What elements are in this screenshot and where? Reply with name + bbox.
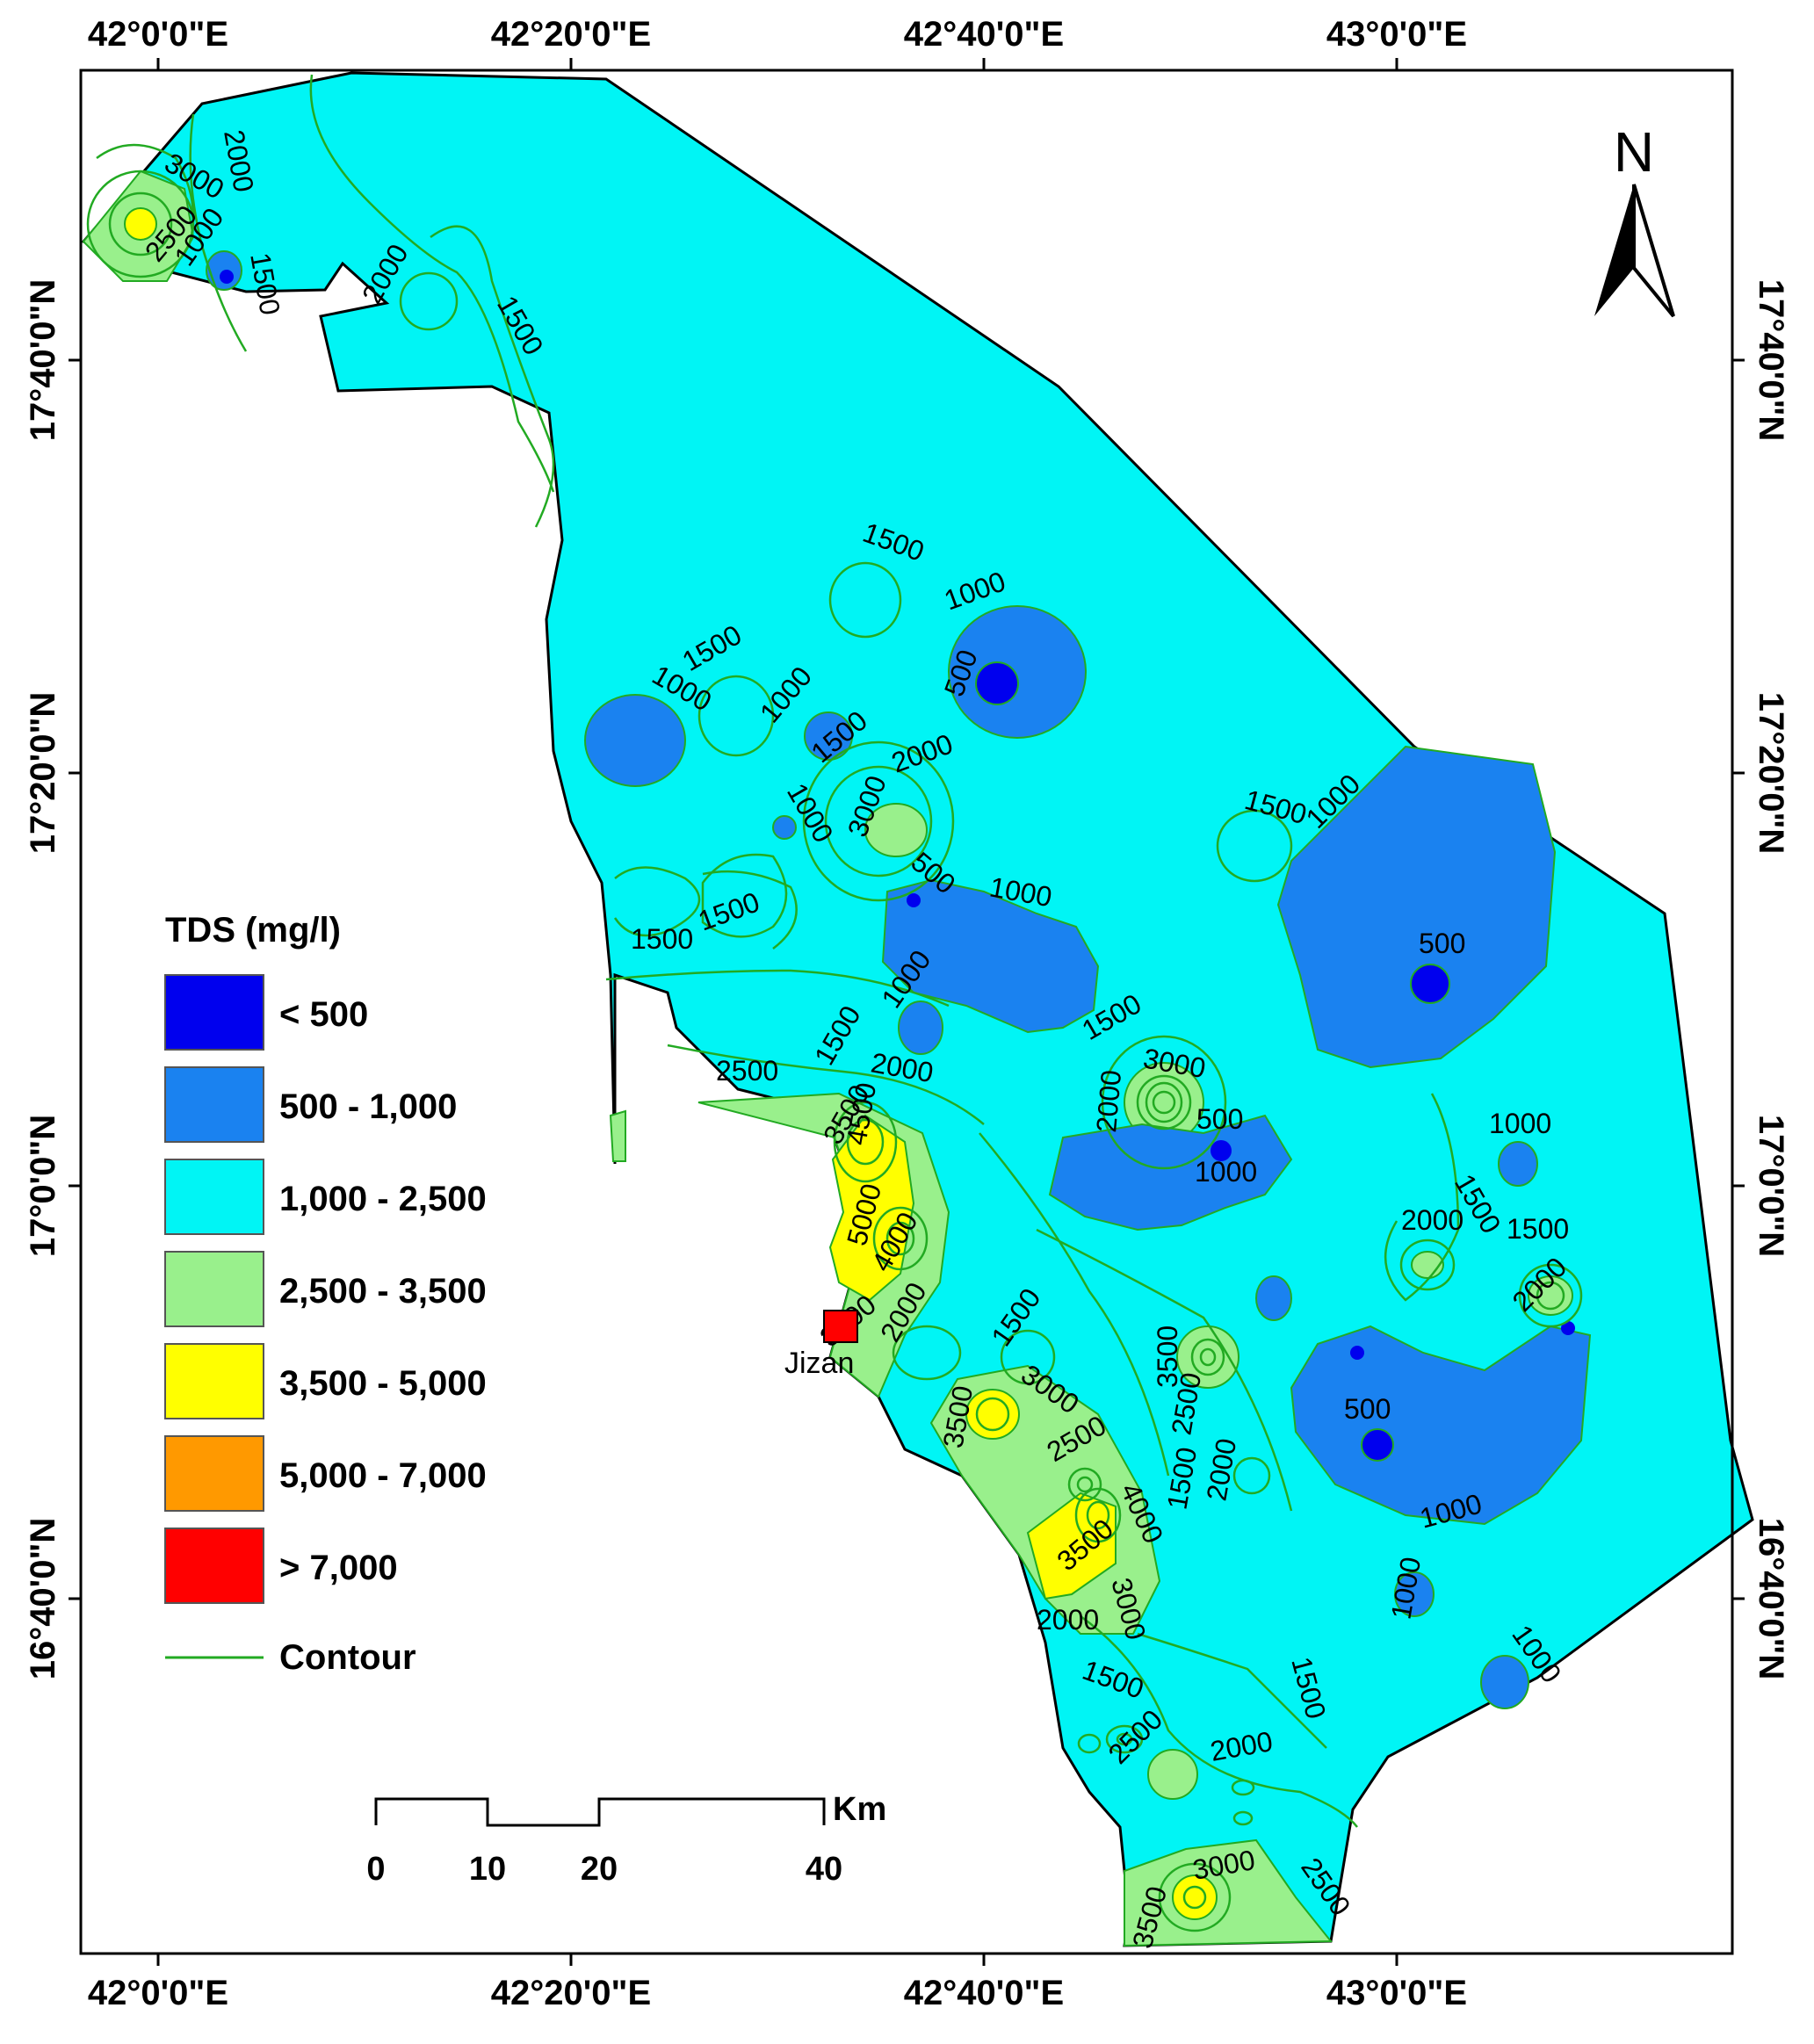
north-arrow	[1594, 184, 1675, 318]
legend-label: > 7,000	[279, 1549, 398, 1587]
legend-title: TDS (mg/l)	[165, 911, 341, 950]
contour-label: 500	[1196, 1103, 1243, 1135]
lon-label-bottom-3: 42°40'0"E	[904, 1974, 1064, 2012]
contour-label: 500	[1419, 928, 1465, 959]
lon-label-bottom-1: 42°0'0"E	[88, 1974, 228, 2012]
zone-500-1000-central-4	[772, 815, 797, 840]
legend-swatch	[164, 1435, 264, 1512]
contour-label: 2000	[1401, 1204, 1463, 1236]
zone-3500-5000-south-tip	[1172, 1874, 1218, 1920]
scale-tick-label: 10	[469, 1851, 506, 1888]
contour-label: 500	[1344, 1393, 1391, 1425]
map-frame	[79, 69, 1734, 1955]
scale-tick-label: 20	[581, 1851, 618, 1888]
zone-500-1000-central-7	[1048, 1114, 1293, 1231]
legend-swatch	[164, 1528, 264, 1604]
zone-lt500-7	[1350, 1346, 1364, 1360]
contour-label: 3500	[1152, 1325, 1183, 1388]
lon-label-top-3: 42°40'0"E	[904, 15, 1064, 54]
zone-lt500-4	[1211, 1140, 1232, 1161]
scale-tick-label: 0	[366, 1851, 385, 1888]
contour-label: 1000	[1195, 1156, 1257, 1188]
contour-label: 2500	[716, 1055, 778, 1087]
legend-swatch	[164, 1343, 264, 1419]
zone-3500-5000-nw	[124, 207, 157, 241]
lat-label-left-4: 16°40'0"N	[24, 1518, 62, 1680]
legend-swatch	[164, 1251, 264, 1327]
contour-label: 2000	[1090, 1069, 1127, 1134]
zone-2500-3500-hill-4	[1147, 1749, 1198, 1800]
legend-label: < 500	[279, 995, 368, 1034]
legend-swatch	[164, 1066, 264, 1143]
contour-lines	[86, 74, 1583, 1932]
lat-label-left-3: 17°0'0"N	[24, 1115, 62, 1257]
lat-label-left-1: 17°40'0"N	[24, 279, 62, 442]
zone-lt500-3	[907, 893, 921, 907]
lon-label-top-2: 42°20'0"E	[491, 15, 651, 54]
zone-500-1000-southeast-2	[1394, 1571, 1435, 1617]
zone-3500-5000-south-1	[965, 1389, 1020, 1440]
zone-500-1000-central-8	[1255, 1275, 1292, 1321]
lon-label-bottom-2: 42°20'0"E	[491, 1974, 651, 2012]
zone-lt500-5	[1410, 964, 1450, 1004]
contour-label: 1000	[1489, 1108, 1551, 1139]
lat-label-left-2: 17°20'0"N	[24, 692, 62, 855]
legend-swatch	[164, 974, 264, 1051]
lon-label-bottom-4: 43°0'0"E	[1326, 1974, 1467, 2012]
legend: TDS (mg/l) < 500 500 - 1,000 1,000 - 2,5…	[164, 911, 487, 1677]
legend-contour-label: Contour	[279, 1638, 416, 1677]
zone-500-1000-southeast	[1290, 1325, 1592, 1526]
contour-label: 1500	[1507, 1213, 1569, 1245]
zone-2500-3500-hill-3	[1176, 1325, 1239, 1389]
tick-marks	[69, 58, 1745, 1966]
zone-500-1000-central-2	[584, 694, 686, 787]
zone-500-1000-central-1	[948, 605, 1087, 739]
lon-label-top-4: 43°0'0"E	[1326, 15, 1467, 54]
legend-label: 3,500 - 5,000	[279, 1364, 487, 1403]
lat-label-right-4: 16°40'0"N	[1752, 1518, 1790, 1680]
zone-2500-3500-hill-6	[1528, 1275, 1573, 1316]
scale-tick-label: 40	[806, 1851, 842, 1888]
zone-500-1000-east	[1276, 745, 1557, 1069]
zone-2500-3500-west-strip	[609, 1109, 626, 1162]
zone-lt500-8	[1561, 1321, 1575, 1335]
scale-bar	[374, 1797, 826, 1827]
lon-label-top-1: 42°0'0"E	[88, 15, 228, 54]
zone-2500-3500-hill-1	[864, 803, 928, 857]
legend-label: 5,000 - 7,000	[279, 1456, 487, 1495]
zone-lt500-6	[1361, 1428, 1394, 1462]
lat-label-right-3: 17°0'0"N	[1752, 1115, 1790, 1257]
legend-label: 2,500 - 3,500	[279, 1272, 487, 1311]
legend-swatch	[164, 1159, 264, 1235]
legend-label: 1,000 - 2,500	[279, 1180, 487, 1218]
lat-label-right-2: 17°20'0"N	[1752, 692, 1790, 855]
zone-lt500-2	[975, 661, 1019, 705]
zone-lt500-1	[220, 270, 234, 284]
jizan-marker	[823, 1310, 858, 1343]
contour-label: 2000	[1037, 1604, 1099, 1636]
zone-3500-5000-south-2	[1026, 1491, 1117, 1600]
zone-500-1000-southeast-3	[1480, 1655, 1529, 1709]
scale-unit: Km	[833, 1791, 886, 1828]
zone-500-1000-east-2	[1498, 1141, 1538, 1187]
lat-label-right-1: 17°40'0"N	[1752, 279, 1790, 442]
zone-500-1000-central-3	[804, 711, 853, 761]
zone-2500-3500-south-tip	[1124, 1838, 1333, 1947]
north-label: N	[1614, 120, 1654, 184]
zone-500-1000-central-6	[898, 1000, 943, 1055]
contour-label: 1500	[631, 923, 693, 955]
jizan-label: Jizan	[784, 1347, 854, 1380]
legend-label: 500 - 1,000	[279, 1087, 457, 1126]
